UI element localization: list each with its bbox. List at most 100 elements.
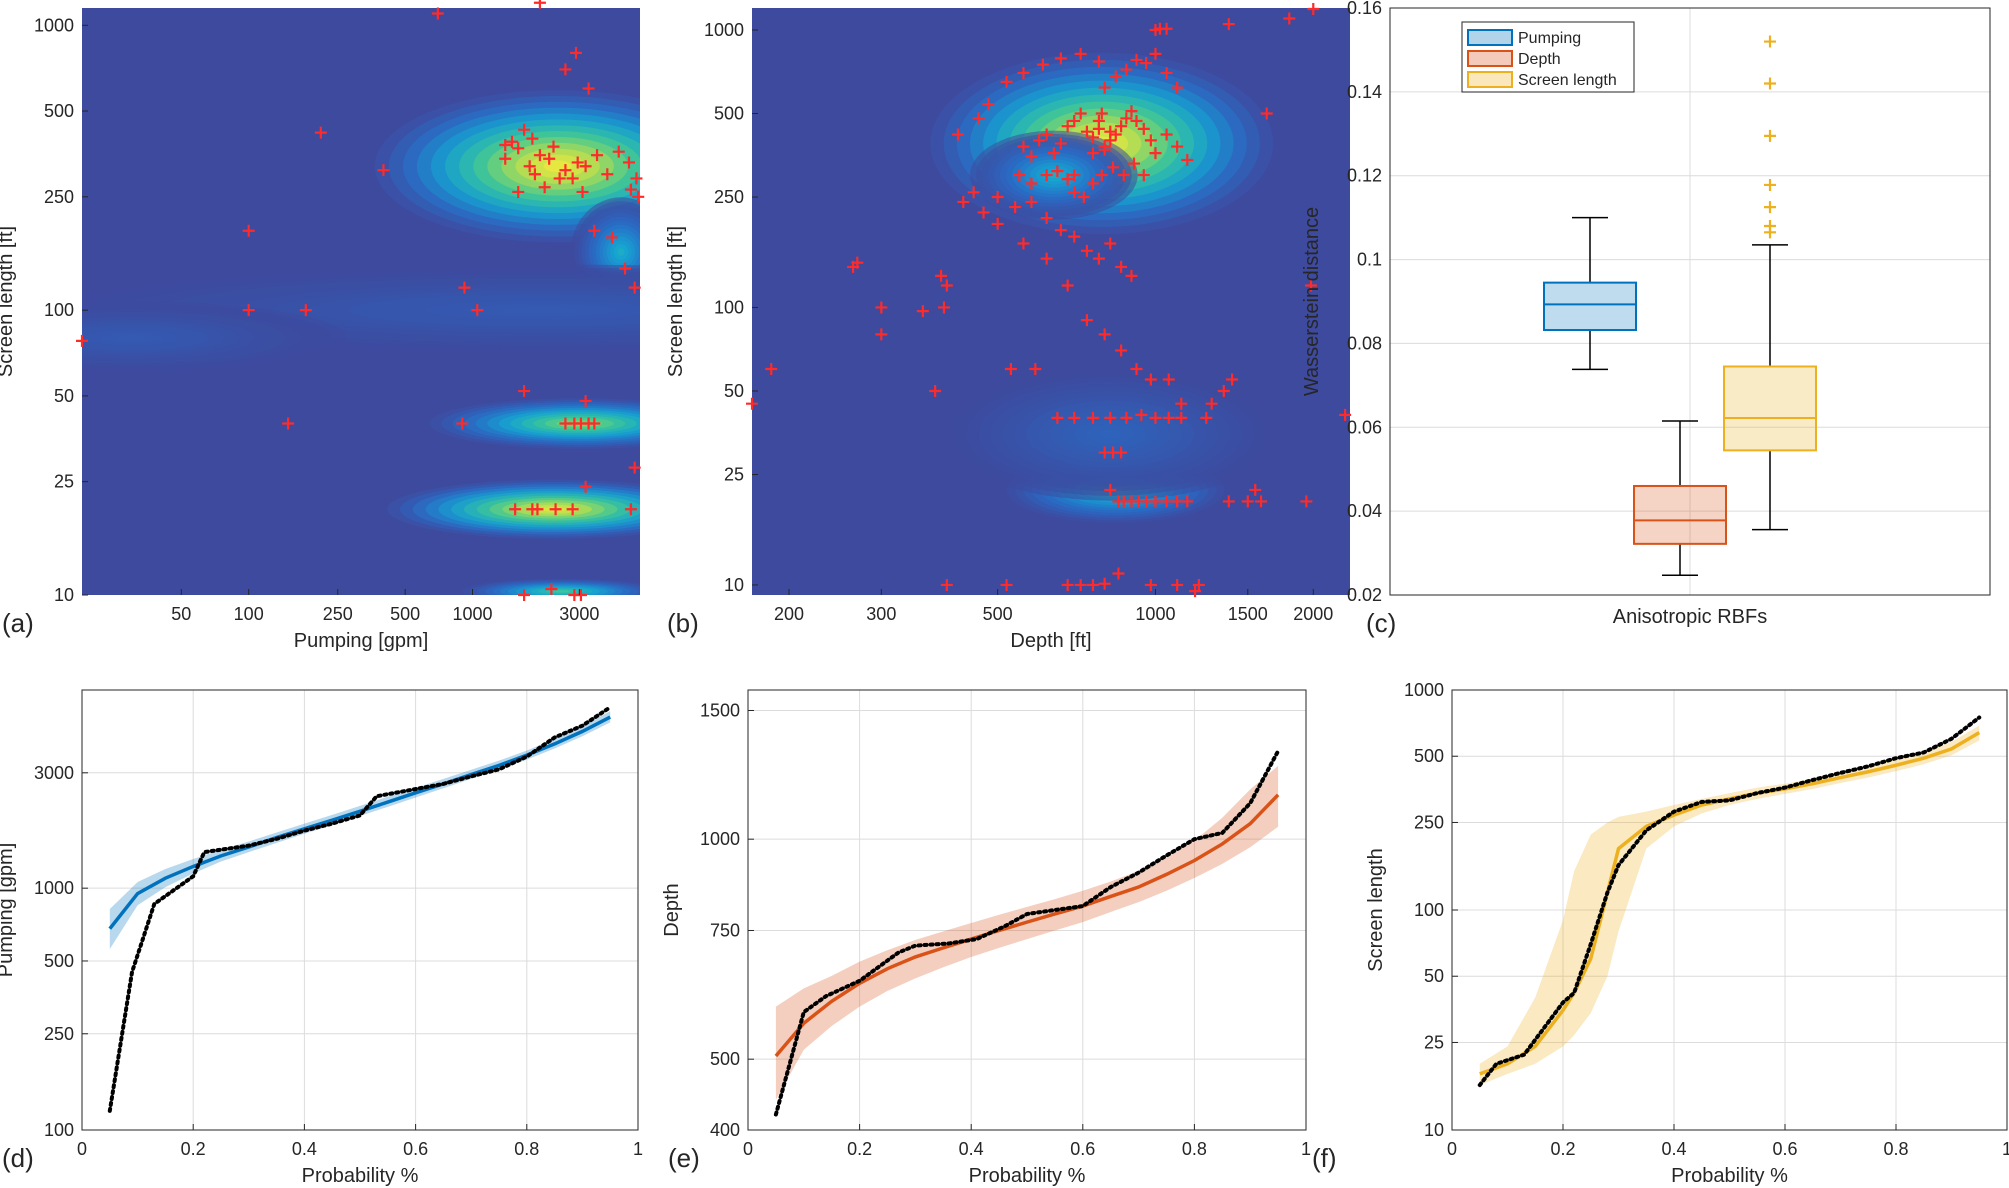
data-point xyxy=(1144,134,1157,147)
data-point xyxy=(576,185,589,198)
y-tick-label: 3000 xyxy=(34,763,74,783)
data-point xyxy=(1068,114,1081,127)
data-point xyxy=(1144,373,1157,386)
series-line-model xyxy=(1479,731,1981,1076)
data-point xyxy=(1040,252,1053,265)
data-point xyxy=(1205,397,1218,410)
y-tick-label: 25 xyxy=(54,472,74,492)
data-point xyxy=(282,417,295,430)
data-point xyxy=(1283,12,1296,25)
data-point xyxy=(940,578,953,591)
data-point xyxy=(632,190,645,203)
data-point xyxy=(570,46,583,59)
data-point xyxy=(579,160,592,173)
density-contour xyxy=(1098,429,1123,439)
legend-label: Pumping xyxy=(1518,30,1581,47)
data-point xyxy=(518,123,531,136)
y-tick-label: 750 xyxy=(710,920,740,940)
x-tick-label: 0.6 xyxy=(1070,1139,1095,1159)
data-point xyxy=(1115,260,1128,273)
data-point xyxy=(1117,169,1130,182)
y-tick-label: 50 xyxy=(54,386,74,406)
data-point xyxy=(1029,363,1042,376)
data-point xyxy=(456,417,469,430)
data-point xyxy=(1080,244,1093,257)
data-point xyxy=(1098,577,1111,590)
data-point xyxy=(1061,578,1074,591)
legend-swatch xyxy=(1467,50,1513,67)
y-tick-label: 100 xyxy=(714,297,744,317)
box-pumping xyxy=(1543,216,1637,371)
data-point xyxy=(1086,177,1099,190)
x-tick-label: 1000 xyxy=(1135,604,1175,624)
x-tick-label: 1 xyxy=(633,1139,643,1159)
data-point xyxy=(746,397,758,410)
data-point xyxy=(982,98,995,111)
legend-label: Screen length xyxy=(1518,72,1617,89)
data-point xyxy=(1054,137,1067,150)
data-point xyxy=(1137,122,1150,135)
data-point xyxy=(1135,408,1148,421)
x-axis-label: Pumping [gpm] xyxy=(294,630,429,652)
data-point xyxy=(499,138,512,151)
data-point xyxy=(1025,195,1038,208)
data-point xyxy=(1000,578,1013,591)
box-iqr xyxy=(1543,281,1637,332)
box-iqr xyxy=(1633,484,1727,545)
data-point xyxy=(628,461,641,474)
data-point xyxy=(526,132,539,145)
y-tick-label: 1500 xyxy=(700,700,740,720)
data-point xyxy=(1130,114,1143,127)
panel-label: (a) xyxy=(2,608,34,638)
y-tick-label: 0.16 xyxy=(1347,0,1382,18)
x-tick-label: 0.8 xyxy=(514,1139,539,1159)
y-tick-label: 10 xyxy=(1424,1120,1444,1140)
data-point xyxy=(1115,120,1128,133)
x-tick-label: 0.8 xyxy=(1182,1139,1207,1159)
data-point xyxy=(875,328,888,341)
data-point xyxy=(1098,81,1111,94)
data-point xyxy=(1000,75,1013,88)
data-point xyxy=(458,281,471,294)
x-tick-label: 0.4 xyxy=(1661,1139,1686,1159)
panel-f-line-chart: 10 25 50 100 250 500 1000 0 0.2 0.4 0.6 0.8 1 Probabi… xyxy=(1312,680,2009,1187)
x-tick-label: 1000 xyxy=(453,604,493,624)
data-point xyxy=(1047,147,1060,160)
y-tick-label: 50 xyxy=(1424,966,1444,986)
data-point xyxy=(1137,169,1150,182)
data-point xyxy=(431,7,444,20)
data-point xyxy=(967,186,980,199)
data-point xyxy=(851,256,864,269)
data-point xyxy=(1077,191,1090,204)
x-tick-label: 0.4 xyxy=(292,1139,317,1159)
y-axis-label: Pumping [gpm] xyxy=(0,843,17,978)
y-tick-label: 250 xyxy=(44,187,74,207)
panel-e-line-chart: 400 500 750 1000 1500 0 0.2 0.4 0.6 0.8 1 Probabili… xyxy=(661,689,1311,1187)
data-point xyxy=(512,142,525,155)
panel-label: (e) xyxy=(668,1143,700,1173)
data-point xyxy=(1181,153,1194,166)
data-point xyxy=(566,503,579,516)
data-point xyxy=(1181,495,1194,508)
outlier-point xyxy=(1764,129,1776,142)
data-point xyxy=(601,168,614,181)
panel-label: (c) xyxy=(1366,608,1396,638)
data-point xyxy=(1120,63,1133,76)
data-point xyxy=(957,195,970,208)
y-axis-label: Wasserstein distance xyxy=(1301,207,1323,396)
y-tick-label: 500 xyxy=(710,1049,740,1069)
y-tick-label: 0.08 xyxy=(1347,333,1382,353)
outlier-point xyxy=(1764,35,1776,48)
y-tick-label: 0.04 xyxy=(1347,501,1382,521)
series-line-observed xyxy=(773,749,1281,1117)
y-tick-label: 0.1 xyxy=(1357,250,1382,270)
data-point xyxy=(1249,483,1262,496)
data-point xyxy=(528,168,541,181)
y-tick-label: 250 xyxy=(44,1024,74,1044)
data-point xyxy=(622,156,635,169)
data-point xyxy=(1061,120,1074,133)
data-point xyxy=(1140,57,1153,70)
uncertainty-band xyxy=(775,765,1279,1100)
data-point xyxy=(1120,411,1133,424)
